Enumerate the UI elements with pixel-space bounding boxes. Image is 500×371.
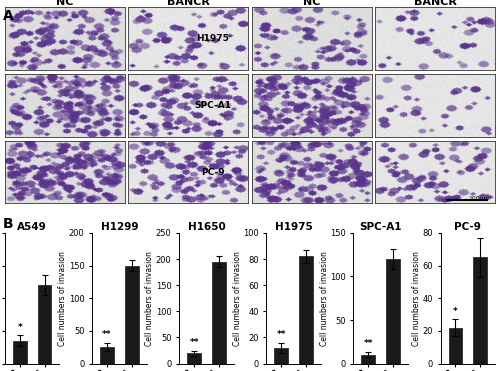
Text: **: ** [102, 331, 112, 339]
Bar [386, 259, 400, 364]
Y-axis label: SPC-A1: SPC-A1 [194, 101, 232, 110]
Text: **: ** [276, 330, 286, 339]
Text: **: ** [364, 339, 373, 348]
Title: BANCR: BANCR [414, 0, 457, 7]
Bar [299, 256, 312, 364]
Title: BANCR: BANCR [167, 0, 210, 7]
Title: SPC-A1: SPC-A1 [360, 222, 402, 232]
Text: *: * [18, 322, 22, 332]
Bar [362, 355, 375, 364]
Bar [125, 266, 138, 364]
Title: H1299: H1299 [100, 222, 138, 232]
Y-axis label: PC-9: PC-9 [201, 168, 224, 177]
Title: H1975: H1975 [274, 222, 312, 232]
Bar [274, 348, 288, 364]
Text: **: ** [190, 338, 199, 347]
Title: A549: A549 [18, 222, 47, 232]
Title: H1650: H1650 [188, 222, 226, 232]
Y-axis label: Cell numbers of invasion: Cell numbers of invasion [146, 251, 154, 346]
Y-axis label: Cell numbers of invasion: Cell numbers of invasion [320, 251, 328, 346]
Text: B: B [2, 217, 13, 231]
Text: 100μm: 100μm [468, 196, 490, 201]
Title: NC: NC [56, 0, 74, 7]
Bar [474, 257, 487, 364]
Text: A: A [2, 9, 13, 23]
Y-axis label: Cell numbers of invasion: Cell numbers of invasion [232, 251, 241, 346]
Bar [448, 328, 462, 364]
Text: *: * [453, 306, 458, 316]
Title: PC-9: PC-9 [454, 222, 481, 232]
Bar [13, 341, 26, 364]
Bar [100, 347, 114, 364]
Title: NC: NC [303, 0, 320, 7]
Y-axis label: H1975: H1975 [196, 35, 230, 43]
Bar [212, 262, 226, 364]
Bar [188, 353, 201, 364]
Bar [38, 285, 52, 364]
Y-axis label: Cell numbers of invasion: Cell numbers of invasion [58, 251, 68, 346]
Y-axis label: Cell numbers of invasion: Cell numbers of invasion [412, 251, 421, 346]
